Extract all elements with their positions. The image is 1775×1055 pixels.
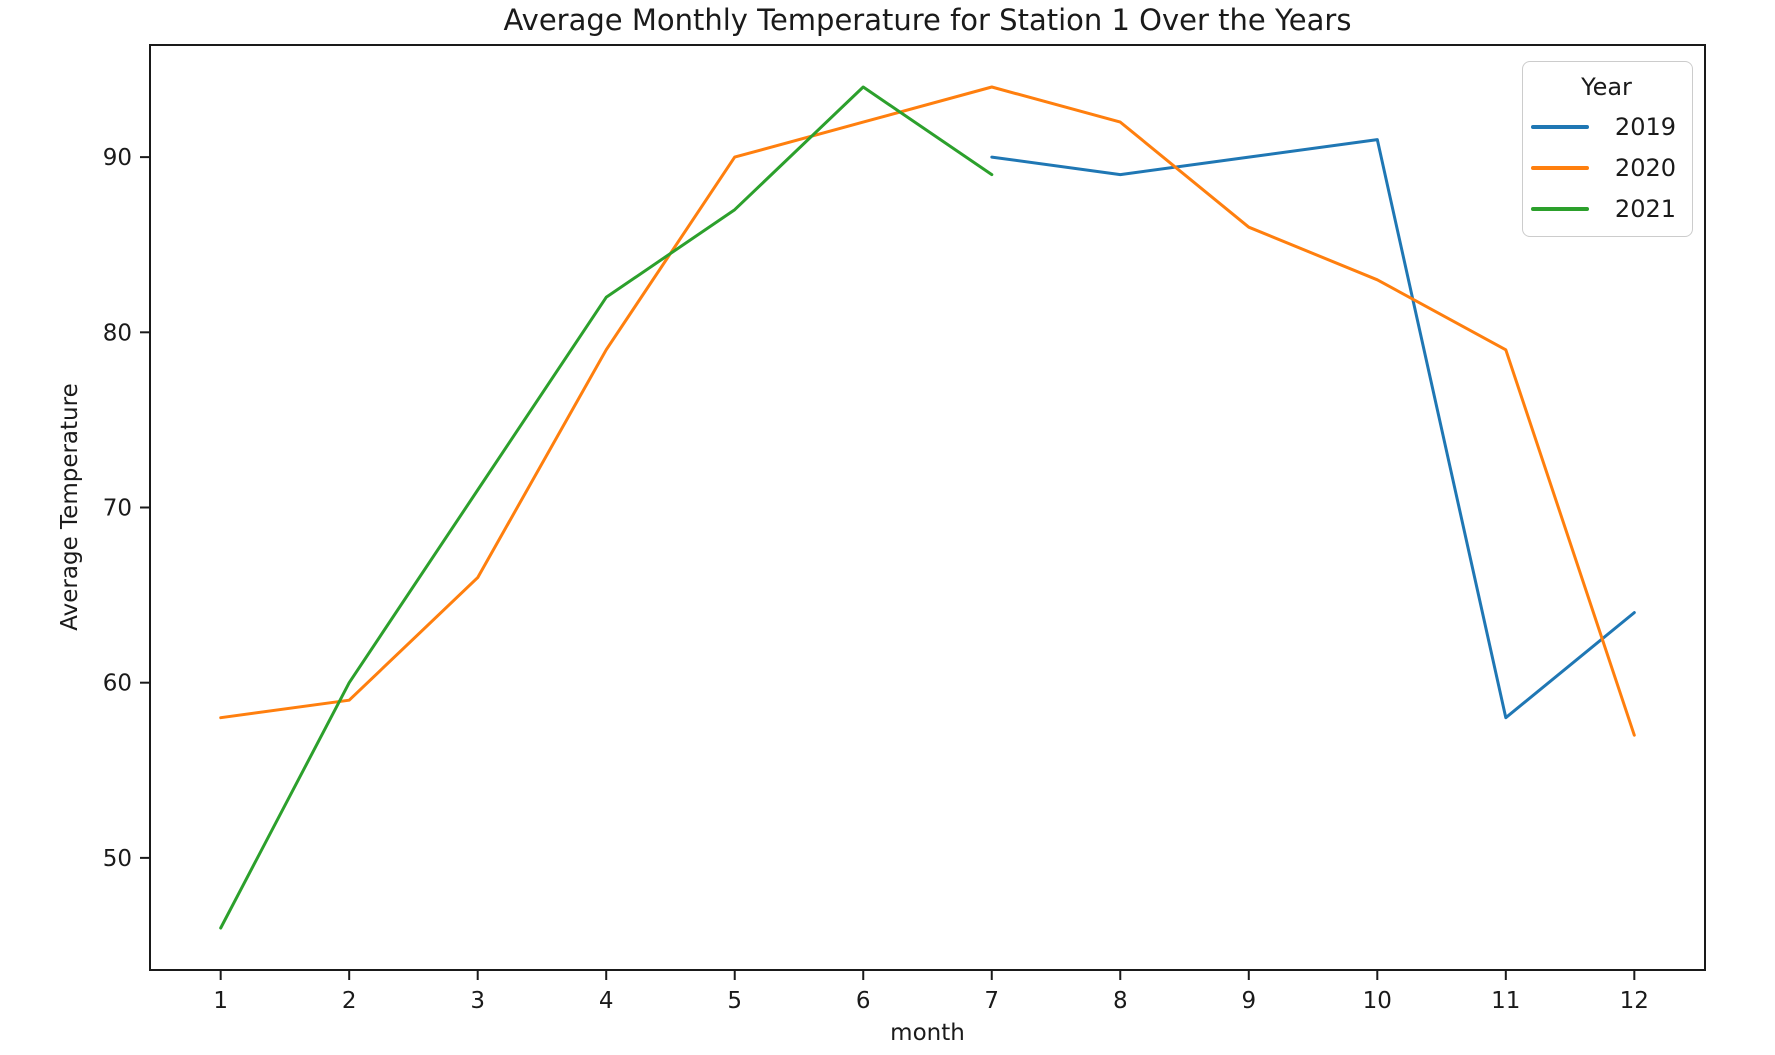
x-tick-label-2: 2 — [342, 988, 357, 1014]
x-tick-label-1: 1 — [213, 988, 228, 1014]
x-tick-label-10: 10 — [1363, 988, 1392, 1014]
series-line-2020 — [219, 85, 1636, 737]
y-tick-label-90: 90 — [103, 145, 132, 171]
x-tick-label-3: 3 — [470, 988, 485, 1014]
legend-swatch-2020 — [1531, 165, 1589, 170]
x-tick-label-4: 4 — [599, 988, 614, 1014]
y-tick-label-60: 60 — [103, 671, 132, 697]
series-line-2021 — [219, 85, 994, 930]
x-tick-label-7: 7 — [984, 988, 999, 1014]
legend-entry-2021: 2021 — [1531, 188, 1682, 229]
x-tick-label-12: 12 — [1620, 988, 1649, 1014]
y-axis-label: Average Temperature — [57, 383, 83, 631]
legend-swatch-2019 — [1531, 124, 1589, 129]
legend-entry-2019: 2019 — [1531, 106, 1682, 147]
plot-frame — [149, 44, 1706, 971]
y-tick-label-50: 50 — [103, 846, 132, 872]
legend-label-2019: 2019 — [1614, 112, 1676, 141]
legend-label-2020: 2020 — [1614, 153, 1676, 182]
legend-title: Year — [1581, 73, 1632, 101]
x-axis-label: month — [890, 1020, 965, 1046]
x-tick-label-11: 11 — [1491, 988, 1520, 1014]
legend: Year 2019 2020 2021 — [1522, 61, 1693, 237]
x-tick-label-9: 9 — [1241, 988, 1256, 1014]
y-tick-label-70: 70 — [103, 496, 132, 522]
chart-title: Average Monthly Temperature for Station … — [503, 3, 1352, 37]
x-tick-label-8: 8 — [1113, 988, 1128, 1014]
legend-swatch-2021 — [1531, 206, 1589, 211]
x-tick-label-5: 5 — [727, 988, 742, 1014]
legend-label-2021: 2021 — [1614, 194, 1676, 223]
legend-entry-2020: 2020 — [1531, 147, 1682, 188]
series-line-2019 — [990, 138, 1636, 720]
y-tick-label-80: 80 — [103, 320, 132, 346]
x-tick-label-6: 6 — [856, 988, 871, 1014]
